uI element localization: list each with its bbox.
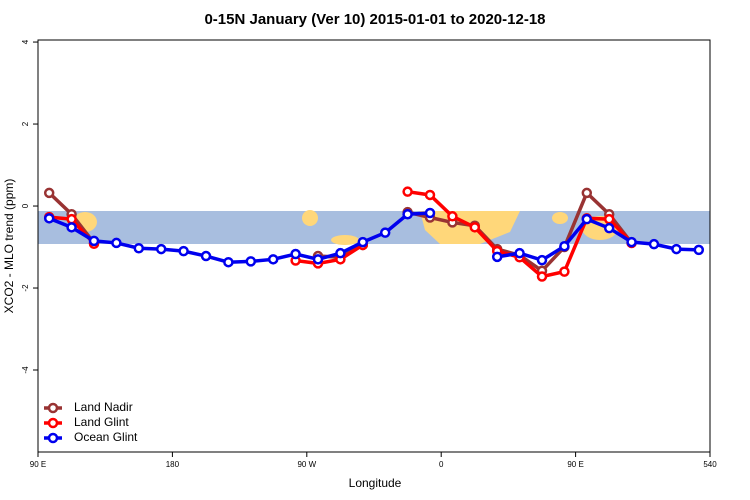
point bbox=[223, 256, 234, 268]
point bbox=[357, 236, 369, 248]
point bbox=[447, 211, 458, 222]
point bbox=[491, 251, 503, 263]
legend-marker bbox=[47, 417, 59, 429]
point bbox=[671, 243, 682, 255]
point bbox=[312, 254, 324, 265]
legend-marker bbox=[47, 432, 59, 444]
land bbox=[331, 235, 359, 245]
point bbox=[514, 247, 525, 259]
point bbox=[402, 186, 413, 197]
y-tick-label: 0 bbox=[21, 203, 30, 208]
point bbox=[536, 254, 548, 266]
point bbox=[267, 254, 279, 265]
x-tick-label: 90 E bbox=[30, 460, 46, 469]
point bbox=[648, 238, 660, 250]
x-tick-label: 90 E bbox=[567, 460, 583, 469]
point bbox=[43, 187, 55, 199]
legend-label: Ocean Glint bbox=[74, 430, 138, 444]
point bbox=[424, 207, 436, 219]
y-tick-label: -2 bbox=[21, 284, 30, 292]
y-tick-label: 4 bbox=[21, 39, 30, 44]
point bbox=[178, 245, 189, 257]
y-axis-label: XCO2 - MLO trend (ppm) bbox=[2, 179, 16, 314]
point bbox=[559, 240, 570, 252]
series-line bbox=[496, 217, 699, 263]
point bbox=[290, 248, 301, 260]
series-line bbox=[295, 243, 364, 266]
y-tick-label: -4 bbox=[21, 366, 30, 374]
x-tick-label: 0 bbox=[439, 460, 444, 469]
point bbox=[559, 266, 570, 277]
point bbox=[335, 247, 346, 259]
point bbox=[424, 189, 436, 201]
point bbox=[581, 213, 593, 225]
land bbox=[302, 210, 318, 226]
point bbox=[133, 243, 145, 254]
point bbox=[581, 187, 593, 199]
point bbox=[66, 222, 77, 233]
point bbox=[536, 271, 548, 282]
point bbox=[155, 243, 167, 255]
legend-label: Land Nadir bbox=[74, 400, 133, 414]
point bbox=[245, 256, 257, 267]
plot-frame bbox=[37, 39, 711, 453]
chart-title: 0-15N January (Ver 10) 2015-01-01 to 202… bbox=[204, 11, 545, 28]
point bbox=[88, 235, 100, 247]
point bbox=[66, 213, 77, 225]
point bbox=[603, 213, 615, 225]
x-tick-label: 90 W bbox=[297, 460, 316, 469]
x-axis-label: Longitude bbox=[349, 476, 402, 490]
y-tick-label: 2 bbox=[21, 121, 30, 126]
legend-marker bbox=[47, 402, 59, 414]
x-tick-label: 180 bbox=[166, 460, 180, 469]
point bbox=[111, 237, 122, 249]
point bbox=[43, 213, 55, 224]
point bbox=[469, 222, 481, 233]
x-tick-label: 540 bbox=[703, 460, 717, 469]
point bbox=[402, 208, 413, 220]
land bbox=[552, 212, 568, 224]
point bbox=[603, 222, 615, 234]
legend-label: Land Glint bbox=[74, 415, 129, 429]
point bbox=[379, 227, 391, 238]
point bbox=[626, 236, 637, 248]
point bbox=[693, 244, 705, 256]
point bbox=[200, 250, 212, 262]
